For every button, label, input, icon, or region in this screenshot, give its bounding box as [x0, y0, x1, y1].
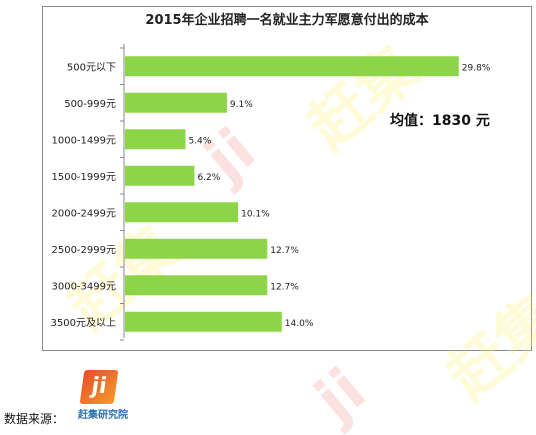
source-label: 数据来源：: [4, 412, 65, 426]
bar: [125, 56, 459, 77]
category-label: 500元以下: [67, 62, 116, 73]
category-label: 2000-2499元: [51, 208, 116, 219]
bar: [125, 238, 268, 259]
value-label: 12.7%: [270, 282, 299, 292]
value-label: 14.0%: [285, 319, 314, 329]
value-label: 5.4%: [188, 136, 211, 146]
bar: [125, 129, 186, 150]
bar: [125, 165, 195, 186]
category-label: 3000-3499元: [51, 281, 116, 292]
value-label: 12.7%: [270, 246, 299, 256]
category-label: 500-999元: [64, 99, 116, 110]
source-logo: ji 赶集研究院: [78, 370, 134, 421]
logo-text: 赶集研究院: [78, 410, 128, 421]
category-label: 2500-2999元: [51, 245, 116, 256]
bar: [125, 275, 268, 296]
category-label: 3500元及以上: [51, 317, 116, 329]
bar: [125, 92, 227, 113]
category-label: 1000-1499元: [51, 135, 116, 146]
bars-layer: 500元以下 29.8% 500-999元 9.1% 1000-1499元 5.4% 150…: [51, 47, 491, 341]
value-label: 10.1%: [241, 209, 270, 219]
value-label: 9.1%: [230, 100, 253, 110]
bar: [125, 311, 282, 332]
bar: [125, 202, 239, 223]
average-annotation: 均值：1830 元: [390, 113, 490, 129]
value-label: 29.8%: [462, 63, 491, 73]
chart-title: 2015年企业招聘一名就业主力军愿意付出的成本: [145, 12, 428, 28]
value-label: 6.2%: [197, 173, 220, 183]
category-label: 1500-1999元: [51, 172, 116, 183]
logo-icon: ji: [79, 370, 119, 404]
